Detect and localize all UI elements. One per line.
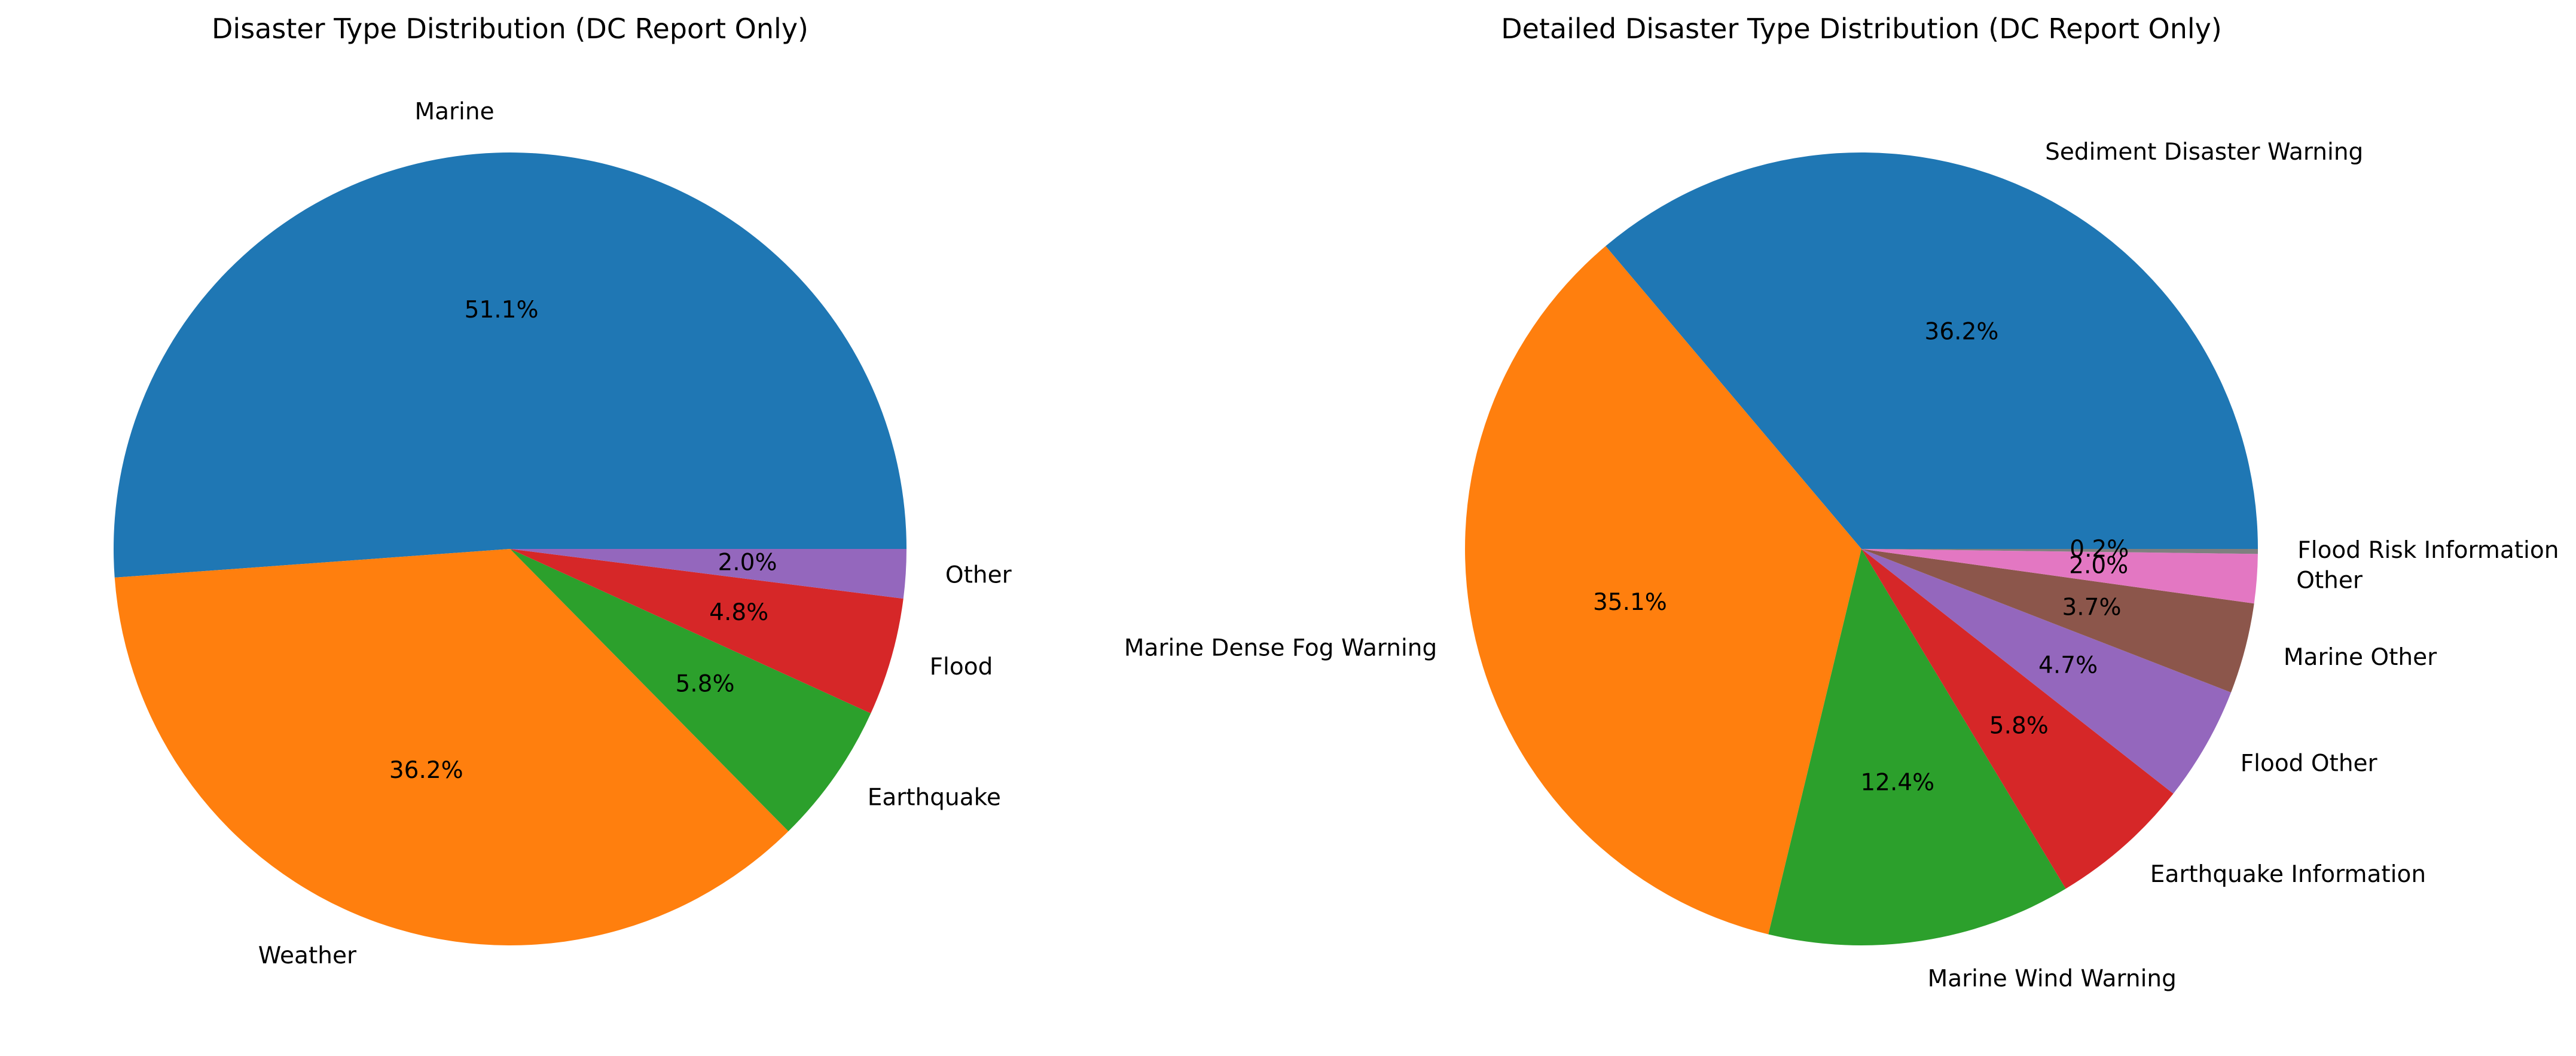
slice-label-marine-other: Marine Other <box>2284 644 2437 671</box>
slice-label-flood: Flood <box>930 654 993 680</box>
detailed-disaster-type-pie-chart: Detailed Disaster Type Distribution (DC … <box>1124 13 2559 992</box>
pie-slice-marine-wind-warning <box>1768 549 2066 945</box>
pct-label-flood: 4.8% <box>709 599 768 626</box>
chart-title: Detailed Disaster Type Distribution (DC … <box>1501 13 2222 45</box>
slice-label-marine-dense-fog-warning: Marine Dense Fog Warning <box>1124 634 1437 661</box>
pct-label-marine-other: 3.7% <box>2062 594 2121 621</box>
pct-label-other: 2.0% <box>2069 552 2128 579</box>
chart-title: Disaster Type Distribution (DC Report On… <box>212 13 808 45</box>
pie-slice-marine-dense-fog-warning <box>1465 246 1861 935</box>
slice-label-earthquake-information: Earthquake Information <box>2150 861 2426 888</box>
slice-label-flood-risk-information: Flood Risk Information <box>2297 537 2559 564</box>
slice-label-marine: Marine <box>414 99 494 126</box>
disaster-type-pie-chart: Disaster Type Distribution (DC Report On… <box>114 13 1012 969</box>
pie-labels: Sediment Disaster Warning 36.2% Marine Den… <box>1124 139 2559 992</box>
pct-label-earthquake: 5.8% <box>675 670 734 697</box>
slice-label-earthquake: Earthquake <box>868 784 1001 811</box>
slice-label-other: Other <box>945 561 1012 588</box>
pie-slice-marine-other <box>1861 549 2254 692</box>
pie-slice-flood-other <box>1861 549 2232 794</box>
pct-label-earthquake-information: 5.8% <box>1989 713 2049 740</box>
pie-slice-other <box>510 549 907 599</box>
pct-label-marine-wind-warning: 12.4% <box>1860 770 1934 796</box>
pie-slice-earthquake <box>510 549 871 832</box>
pie-slices <box>1465 152 2258 945</box>
pie-slice-flood <box>510 549 904 713</box>
pie-slice-other <box>1861 549 2258 604</box>
pct-label-marine: 51.1% <box>465 297 539 323</box>
slice-label-marine-wind-warning: Marine Wind Warning <box>1928 965 2177 992</box>
pie-labels: Marine 51.1% Weather 36.2% Earthquake 5.8% Flo… <box>258 99 1012 969</box>
slice-label-other: Other <box>2296 567 2363 594</box>
pie-slices <box>114 152 907 946</box>
pie-slice-flood-risk-information <box>1861 549 2258 554</box>
pct-label-other: 2.0% <box>718 550 777 576</box>
pct-label-weather: 36.2% <box>389 757 463 784</box>
pie-slice-earthquake-information <box>1861 549 2174 889</box>
pct-label-flood-risk-information: 0.2% <box>2070 536 2129 563</box>
slice-label-weather: Weather <box>258 942 357 969</box>
pct-label-flood-other: 4.7% <box>2038 652 2098 679</box>
pie-slice-weather <box>114 549 789 946</box>
pct-label-sediment-disaster-warning: 36.2% <box>1925 319 1999 346</box>
pie-slice-sediment-disaster-warning <box>1606 152 2258 549</box>
pct-label-marine-dense-fog-warning: 35.1% <box>1593 589 1667 616</box>
pie-slice-marine <box>114 152 907 578</box>
slice-label-flood-other: Flood Other <box>2241 750 2378 777</box>
slice-label-sediment-disaster-warning: Sediment Disaster Warning <box>2045 139 2363 166</box>
